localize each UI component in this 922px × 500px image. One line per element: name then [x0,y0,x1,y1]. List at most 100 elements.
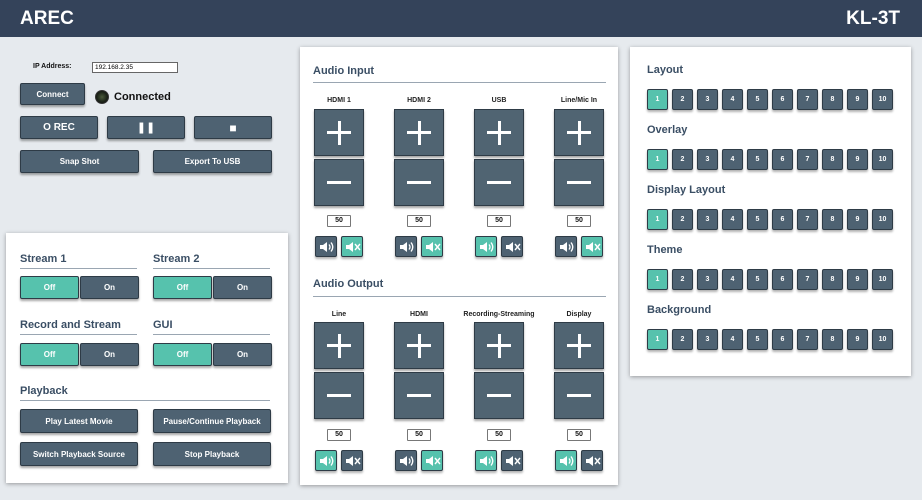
audio-input-usb-unmute-button[interactable] [475,236,497,257]
background-option-4[interactable]: 4 [722,329,743,350]
audio-input-usb-volume-down-button[interactable] [474,159,524,206]
audio-output-display-volume-up-button[interactable] [554,322,604,369]
stream1-on-button[interactable]: On [80,276,139,299]
overlay-option-2[interactable]: 2 [672,149,693,170]
stream2-off-button[interactable]: Off [153,276,212,299]
layout-option-9[interactable]: 9 [847,89,868,110]
audio-output-hdmi-volume-down-button[interactable] [394,372,444,419]
audio-output-display-unmute-button[interactable] [555,450,577,471]
export-usb-button[interactable]: Export To USB [153,150,272,173]
background-option-2[interactable]: 2 [672,329,693,350]
audio-input-line-mic-in-volume-down-button[interactable] [554,159,604,206]
display-layout-option-7[interactable]: 7 [797,209,818,230]
layout-option-4[interactable]: 4 [722,89,743,110]
audio-output-display-volume-down-button[interactable] [554,372,604,419]
audio-output-line-mute-button[interactable] [341,450,363,471]
pause-button[interactable]: ❚❚ [107,116,185,139]
overlay-option-8[interactable]: 8 [822,149,843,170]
pause-continue-playback-button[interactable]: Pause/Continue Playback [153,409,271,433]
layout-option-3[interactable]: 3 [697,89,718,110]
theme-option-7[interactable]: 7 [797,269,818,290]
audio-input-hdmi-2-mute-button[interactable] [421,236,443,257]
audio-output-line-volume-down-button[interactable] [314,372,364,419]
ip-address-input[interactable] [92,62,178,73]
audio-input-usb-volume-up-button[interactable] [474,109,524,156]
overlay-option-1[interactable]: 1 [647,149,668,170]
audio-output-recording-streaming-volume-down-button[interactable] [474,372,524,419]
audio-output-display-mute-button[interactable] [581,450,603,471]
switch-playback-source-button[interactable]: Switch Playback Source [20,442,138,466]
audio-input-hdmi-1-volume-down-button[interactable] [314,159,364,206]
layout-option-1[interactable]: 1 [647,89,668,110]
audio-output-line-volume-up-button[interactable] [314,322,364,369]
background-option-1[interactable]: 1 [647,329,668,350]
audio-output-recording-streaming-unmute-button[interactable] [475,450,497,471]
overlay-option-6[interactable]: 6 [772,149,793,170]
stop-button[interactable]: ■ [194,116,272,139]
overlay-option-5[interactable]: 5 [747,149,768,170]
layout-option-10[interactable]: 10 [872,89,893,110]
audio-output-recording-streaming-mute-button[interactable] [501,450,523,471]
audio-input-hdmi-1-volume-up-button[interactable] [314,109,364,156]
gui-on-button[interactable]: On [213,343,272,366]
audio-input-line-mic-in-volume-up-button[interactable] [554,109,604,156]
audio-output-recording-streaming-volume-up-button[interactable] [474,322,524,369]
audio-input-usb-mute-button[interactable] [501,236,523,257]
background-option-7[interactable]: 7 [797,329,818,350]
background-option-5[interactable]: 5 [747,329,768,350]
theme-option-1[interactable]: 1 [647,269,668,290]
theme-option-3[interactable]: 3 [697,269,718,290]
display-layout-option-10[interactable]: 10 [872,209,893,230]
audio-input-hdmi-2-unmute-button[interactable] [395,236,417,257]
audio-input-hdmi-2-volume-up-button[interactable] [394,109,444,156]
audio-output-hdmi-unmute-button[interactable] [395,450,417,471]
play-latest-movie-button[interactable]: Play Latest Movie [20,409,138,433]
layout-option-8[interactable]: 8 [822,89,843,110]
display-layout-option-4[interactable]: 4 [722,209,743,230]
audio-input-hdmi-2-volume-down-button[interactable] [394,159,444,206]
display-layout-option-6[interactable]: 6 [772,209,793,230]
audio-output-hdmi-volume-up-button[interactable] [394,322,444,369]
layout-option-6[interactable]: 6 [772,89,793,110]
connect-button[interactable]: Connect [20,83,85,105]
display-layout-option-8[interactable]: 8 [822,209,843,230]
theme-option-4[interactable]: 4 [722,269,743,290]
stop-playback-button[interactable]: Stop Playback [153,442,271,466]
audio-input-line-mic-in-mute-button[interactable] [581,236,603,257]
overlay-option-10[interactable]: 10 [872,149,893,170]
audio-input-hdmi-1-unmute-button[interactable] [315,236,337,257]
theme-option-9[interactable]: 9 [847,269,868,290]
display-layout-option-3[interactable]: 3 [697,209,718,230]
overlay-option-4[interactable]: 4 [722,149,743,170]
theme-option-5[interactable]: 5 [747,269,768,290]
background-option-9[interactable]: 9 [847,329,868,350]
stream2-on-button[interactable]: On [213,276,272,299]
layout-option-5[interactable]: 5 [747,89,768,110]
background-option-3[interactable]: 3 [697,329,718,350]
overlay-option-7[interactable]: 7 [797,149,818,170]
gui-off-button[interactable]: Off [153,343,212,366]
display-layout-option-1[interactable]: 1 [647,209,668,230]
display-layout-option-2[interactable]: 2 [672,209,693,230]
background-option-8[interactable]: 8 [822,329,843,350]
overlay-option-3[interactable]: 3 [697,149,718,170]
display-layout-option-5[interactable]: 5 [747,209,768,230]
overlay-option-9[interactable]: 9 [847,149,868,170]
theme-option-8[interactable]: 8 [822,269,843,290]
record-stream-on-button[interactable]: On [80,343,139,366]
theme-option-2[interactable]: 2 [672,269,693,290]
audio-input-hdmi-1-mute-button[interactable] [341,236,363,257]
audio-input-line-mic-in-unmute-button[interactable] [555,236,577,257]
layout-option-2[interactable]: 2 [672,89,693,110]
layout-option-7[interactable]: 7 [797,89,818,110]
stream1-off-button[interactable]: Off [20,276,79,299]
theme-option-6[interactable]: 6 [772,269,793,290]
audio-output-hdmi-mute-button[interactable] [421,450,443,471]
record-stream-off-button[interactable]: Off [20,343,79,366]
rec-button[interactable]: O REC [20,116,98,139]
background-option-6[interactable]: 6 [772,329,793,350]
background-option-10[interactable]: 10 [872,329,893,350]
audio-output-line-unmute-button[interactable] [315,450,337,471]
display-layout-option-9[interactable]: 9 [847,209,868,230]
snapshot-button[interactable]: Snap Shot [20,150,139,173]
